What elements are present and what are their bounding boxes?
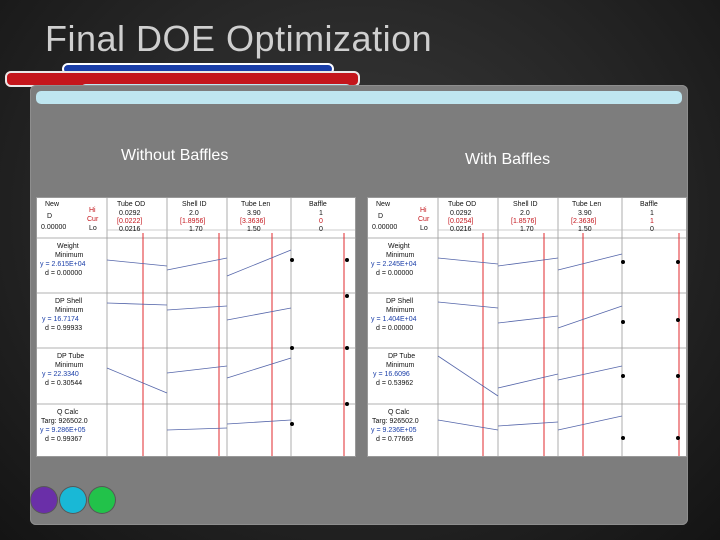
header-new: New [45,201,60,208]
response-d: d = 0.00000 [45,270,82,277]
factor-name: Tube Len [572,201,601,208]
factor-lo: 0 [650,226,654,233]
response-y: y = 22.3340 [42,371,79,378]
nav-dot-purple[interactable] [31,487,57,513]
header-d-label: D [378,213,383,220]
response-goal: Targ: 926502.0 [41,418,88,425]
factor-name: Baffle [309,201,327,208]
factor-cur: [0.0222] [117,218,142,225]
response-name: Weight [57,243,79,250]
factor-lo: 0.0216 [119,226,141,233]
nav-dot-green[interactable] [89,487,115,513]
header-d-value: 0.00000 [41,224,66,231]
response-y: y = 9.286E+05 [40,427,86,434]
header-hi: Hi [420,207,427,214]
panel-top-strip [36,91,682,104]
header-d-label: D [47,213,52,220]
optimization-plot-with-baffles: New D 0.00000 Hi Cur Lo Tube OD 0.0292 [… [367,197,687,457]
header-d-value: 0.00000 [372,224,397,231]
plot-svg-right: New D 0.00000 Hi Cur Lo Tube OD 0.0292 [… [368,198,686,456]
response-goal: Targ: 926502.0 [372,418,419,425]
factor-lo: 0 [319,226,323,233]
header-lo: Lo [420,225,428,232]
response-name: DP Shell [55,298,83,305]
factor-cur: 0 [319,218,323,225]
header-cur: Cur [87,216,99,223]
response-y: y = 9.236E+05 [371,427,417,434]
response-goal: Minimum [386,307,415,314]
label-without-baffles: Without Baffles [121,147,229,164]
response-y: y = 16.7174 [42,316,79,323]
response-y: y = 2.245E+04 [371,261,417,268]
response-name: DP Tube [57,353,84,360]
header-hi: Hi [89,207,96,214]
response-name: Q Calc [57,409,79,416]
factor-cur: [2.3636] [571,218,596,225]
factor-hi: 1 [319,210,323,217]
response-d: d = 0.99367 [45,436,82,443]
factor-lo: 1.70 [189,226,203,233]
factor-lo: 1.50 [247,226,261,233]
slide-title: Final DOE Optimization [45,18,433,59]
response-y: y = 2.615E+04 [40,261,86,268]
response-name: Q Calc [388,409,410,416]
response-goal: Minimum [55,252,84,259]
factor-cur: [3.3636] [240,218,265,225]
factor-name: Tube Len [241,201,270,208]
response-d: d = 0.30544 [45,380,82,387]
header-cur: Cur [418,216,430,223]
response-d: d = 0.77665 [376,436,413,443]
factor-hi: 1 [650,210,654,217]
response-d: d = 0.99933 [45,325,82,332]
decor-bar-red [5,71,360,87]
response-y: y = 1.404E+04 [371,316,417,323]
response-goal: Minimum [55,362,84,369]
factor-hi: 0.0292 [119,210,141,217]
response-d: d = 0.53962 [376,380,413,387]
factor-cur: 1 [650,218,654,225]
response-d: d = 0.00000 [376,325,413,332]
factor-name: Tube OD [448,201,476,208]
factor-name: Tube OD [117,201,145,208]
factor-hi: 2.0 [520,210,530,217]
response-d: d = 0.00000 [376,270,413,277]
factor-hi: 3.90 [578,210,592,217]
factor-name: Baffle [640,201,658,208]
factor-hi: 0.0292 [450,210,472,217]
header-lo: Lo [89,225,97,232]
factor-name: Shell ID [182,201,207,208]
response-name: Weight [388,243,410,250]
response-y: y = 16.6096 [373,371,410,378]
factor-name: Shell ID [513,201,538,208]
nav-dot-cyan[interactable] [60,487,86,513]
response-name: DP Shell [386,298,414,305]
factor-cur: [1.8956] [180,218,205,225]
header-new: New [376,201,391,208]
response-goal: Minimum [386,252,415,259]
factor-hi: 2.0 [189,210,199,217]
label-with-baffles: With Baffles [465,151,551,168]
factor-hi: 3.90 [247,210,261,217]
factor-lo: 0.0216 [450,226,472,233]
factor-cur: [1.8576] [511,218,536,225]
factor-cur: [0.0254] [448,218,473,225]
optimization-plot-without-baffles: New D 0.00000 Hi Cur Lo Tube OD 0.0292 [… [36,197,356,457]
response-goal: Minimum [55,307,84,314]
factor-lo: 1.70 [520,226,534,233]
plot-svg-left: New D 0.00000 Hi Cur Lo Tube OD 0.0292 [… [37,198,355,456]
response-name: DP Tube [388,353,415,360]
response-goal: Minimum [386,362,415,369]
factor-lo: 1.50 [578,226,592,233]
